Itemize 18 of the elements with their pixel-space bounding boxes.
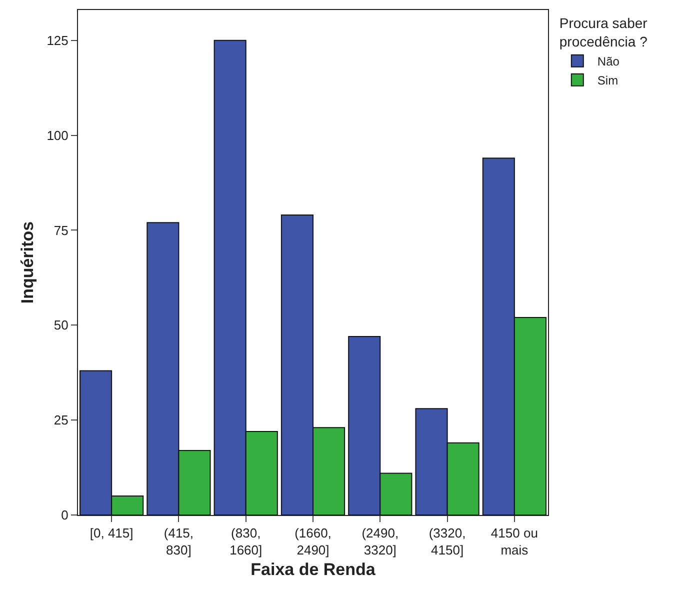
legend-label: Não <box>597 54 620 69</box>
y-axis-title: Inquéritos <box>18 221 38 304</box>
y-tick-label: 0 <box>61 508 68 523</box>
x-tick-label: (1660, 2490] <box>294 526 332 558</box>
x-tick-label: 4150 ou mais <box>490 526 538 558</box>
x-tick-label: (415, 830] <box>164 526 194 558</box>
y-tick-label: 125 <box>46 32 68 48</box>
x-tick-label: [0, 415] <box>90 526 134 541</box>
x-tick-label: (830, 1660] <box>230 526 262 558</box>
y-tick-label: 25 <box>54 412 68 428</box>
x-axis-title: Faixa de Renda <box>250 560 376 579</box>
y-tick-label: 50 <box>54 318 68 333</box>
y-tick-label: 75 <box>54 222 68 238</box>
x-tick-label: (2490, 3320] <box>362 526 399 558</box>
x-tick-label: (3320, 4150] <box>428 526 466 558</box>
legend-title: Procura saber procedência ? <box>559 15 648 50</box>
legend-label: Sim <box>597 74 618 88</box>
y-tick-label: 100 <box>46 128 68 143</box>
